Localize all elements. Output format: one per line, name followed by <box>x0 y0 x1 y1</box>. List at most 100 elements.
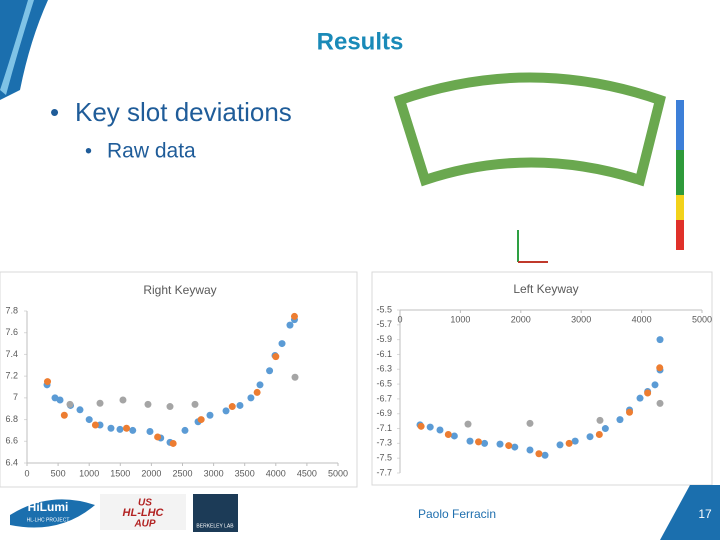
point <box>636 394 644 402</box>
colorbar <box>676 220 684 250</box>
point <box>526 419 534 427</box>
point <box>253 388 261 396</box>
point <box>417 422 425 430</box>
point <box>466 437 474 445</box>
slide-title: Results <box>317 28 404 55</box>
point <box>96 399 104 407</box>
x-tick-label: 1000 <box>450 314 470 324</box>
y-tick-label: 6.4 <box>5 457 18 467</box>
point <box>450 432 458 440</box>
x-tick-label: 3000 <box>571 314 591 324</box>
point <box>228 403 236 411</box>
point <box>475 438 483 446</box>
point <box>197 416 205 424</box>
y-tick-label: -6.3 <box>376 364 392 374</box>
point <box>146 428 154 436</box>
point <box>236 401 244 409</box>
point <box>66 400 74 408</box>
x-tick-label: 2000 <box>141 468 161 478</box>
y-tick-label: 7.2 <box>5 371 18 381</box>
y-tick-label: -7.3 <box>376 438 392 448</box>
page-number: 17 <box>698 507 712 521</box>
point <box>116 425 124 433</box>
point <box>107 424 115 432</box>
point <box>272 353 280 361</box>
point <box>91 421 99 429</box>
point <box>286 321 294 329</box>
point <box>656 399 664 407</box>
y-tick-label: 7.4 <box>5 349 18 359</box>
point <box>85 416 93 424</box>
point <box>206 411 214 419</box>
page-badge <box>660 485 720 540</box>
point <box>481 439 489 447</box>
y-tick-label: -5.5 <box>376 304 392 314</box>
logo-text: US <box>138 498 152 509</box>
point <box>556 441 564 449</box>
point <box>616 416 624 424</box>
x-tick-label: 5000 <box>328 468 348 478</box>
y-tick-label: -5.7 <box>376 319 392 329</box>
x-tick-label: 2500 <box>172 468 192 478</box>
point <box>144 400 152 408</box>
point <box>60 411 68 419</box>
logo-aup <box>100 494 186 530</box>
chart-title: Right Keyway <box>143 283 216 297</box>
point <box>154 433 162 441</box>
point <box>565 439 573 447</box>
point <box>541 451 549 459</box>
point <box>129 426 137 434</box>
logo-berkeley <box>193 494 238 532</box>
point <box>123 424 131 432</box>
point <box>571 437 579 445</box>
footer: HiLumi HL-LHC PROJECT US HL-LHC AUP BERK… <box>10 485 720 540</box>
y-tick-label: -6.7 <box>376 393 392 403</box>
magnet-arc <box>393 72 666 187</box>
point <box>76 406 84 414</box>
chart-panel <box>371 271 713 486</box>
point <box>601 425 609 433</box>
x-tick-label: 4000 <box>632 314 652 324</box>
y-tick-label: -6.1 <box>376 349 392 359</box>
point <box>444 430 452 438</box>
point <box>511 443 519 451</box>
y-tick-label: 7 <box>13 392 18 402</box>
corner-swoosh <box>0 0 48 100</box>
colorbar <box>676 195 684 220</box>
y-tick-label: 7.6 <box>5 327 18 337</box>
bullet: • <box>50 97 59 127</box>
point <box>119 396 127 404</box>
chart-title: Left Keyway <box>513 282 578 296</box>
point <box>266 367 274 375</box>
point <box>169 439 177 447</box>
point <box>191 400 199 408</box>
point <box>222 407 230 415</box>
x-tick-label: 4000 <box>266 468 286 478</box>
point <box>426 423 434 431</box>
y-tick-label: -5.9 <box>376 334 392 344</box>
point <box>290 312 298 320</box>
x-tick-label: 3000 <box>204 468 224 478</box>
point <box>526 446 534 454</box>
point <box>535 450 543 458</box>
logo-hilumi <box>10 499 95 528</box>
point <box>464 420 472 428</box>
y-tick-label: 6.8 <box>5 414 18 424</box>
point <box>166 403 174 411</box>
logo-text: HL-LHC <box>123 507 165 519</box>
y-tick-label: -7.1 <box>376 423 392 433</box>
y-tick-label: -7.5 <box>376 453 392 463</box>
point <box>436 426 444 434</box>
chart-panel <box>0 271 358 488</box>
x-tick-label: 0 <box>397 314 402 324</box>
x-tick-label: 1000 <box>79 468 99 478</box>
magnet-image <box>388 72 720 272</box>
point <box>596 416 604 424</box>
point <box>291 373 299 381</box>
x-tick-label: 0 <box>24 468 29 478</box>
point <box>247 394 255 402</box>
x-tick-label: 500 <box>51 468 66 478</box>
y-tick-label: -7.7 <box>376 467 392 477</box>
corner-swoosh <box>0 0 34 95</box>
logo-text: AUP <box>133 519 155 530</box>
